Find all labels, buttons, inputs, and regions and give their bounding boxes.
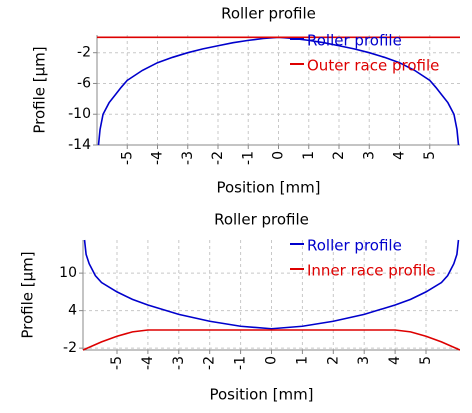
x-tick-label: 3 [361, 151, 377, 160]
x-tick-label: -1 [233, 356, 249, 370]
chart-title: Roller profile [214, 211, 309, 229]
x-tick-label: 5 [418, 356, 434, 365]
legend-label: Outer race profile [307, 57, 439, 75]
x-tick-label: -5 [119, 151, 135, 165]
y-axis-label: Profile [µm] [19, 251, 37, 338]
x-tick-label: 2 [331, 151, 347, 160]
x-tick-label: -3 [180, 151, 196, 165]
legend-label: Inner race profile [307, 262, 436, 280]
x-tick-label: -2 [210, 151, 226, 165]
x-tick-label: -4 [150, 151, 166, 165]
x-tick-label: 1 [301, 151, 317, 160]
series-line [83, 239, 460, 330]
x-tick-label: 4 [392, 151, 408, 160]
chart-title: Roller profile [221, 5, 316, 23]
chart: Roller profile-2-6-10-14-5 -4 -3 -2 -1 0 1 2 3 4 5… [31, 5, 460, 197]
x-tick-label: 1 [294, 356, 310, 365]
y-tick-label: -14 [68, 137, 91, 153]
x-tick-label: 5 [422, 151, 438, 160]
y-tick-label: 4 [68, 303, 77, 319]
y-axis-label: Profile [µm] [31, 46, 49, 133]
x-axis-label: Position [mm] [209, 386, 313, 404]
x-axis-label: Position [mm] [216, 179, 320, 197]
x-tick-label: -5 [109, 356, 125, 370]
series-line [83, 329, 460, 351]
x-tick-label: -1 [240, 151, 256, 165]
x-tick-label: 0 [264, 356, 280, 365]
x-tick-label: -2 [202, 356, 218, 370]
y-tick-label: -6 [77, 75, 91, 91]
x-tick-label: 2 [325, 356, 341, 365]
legend-label: Roller profile [307, 237, 402, 255]
y-tick-label: 10 [59, 265, 77, 281]
x-tick-label: 3 [356, 356, 372, 365]
legend-label: Roller profile [307, 32, 402, 50]
x-tick-label: -4 [140, 356, 156, 370]
y-tick-label: -2 [63, 340, 77, 356]
y-tick-label: -2 [77, 45, 91, 61]
x-tick-label: 4 [387, 356, 403, 365]
chart: Roller profile 10 4 -2 -5 -4 -3 -2 -1 0 1 2 3 4 5 Posit… [19, 211, 460, 404]
x-tick-label: -3 [171, 356, 187, 370]
y-tick-label: -10 [68, 106, 91, 122]
x-tick-label: 0 [271, 151, 287, 160]
